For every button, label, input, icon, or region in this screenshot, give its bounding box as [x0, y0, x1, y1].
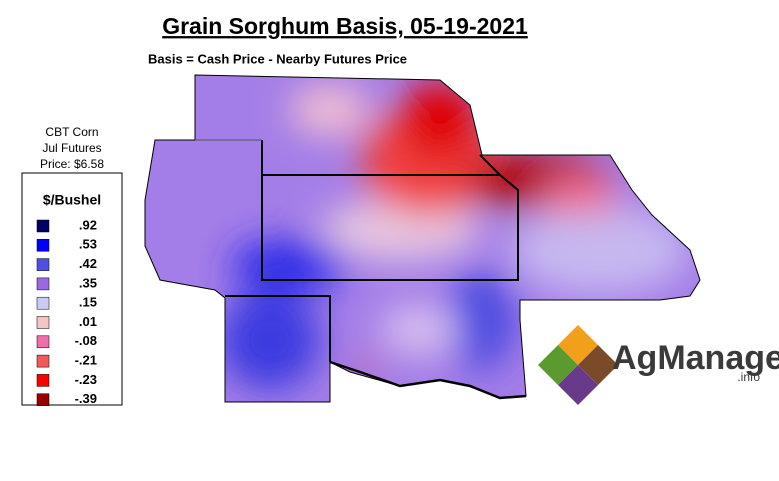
legend-label: .35 [79, 275, 97, 290]
legend-swatch [36, 335, 50, 349]
logo-suffix: .info [737, 370, 760, 384]
futures-line: Jul Futures [42, 141, 101, 155]
legend-swatch [36, 219, 50, 233]
legend-label: .53 [79, 237, 97, 252]
legend-label: .92 [79, 217, 97, 232]
legend-swatch [36, 374, 50, 387]
legend-label: -.23 [75, 372, 97, 387]
legend-label: -.08 [75, 333, 97, 348]
legend-swatch [36, 296, 50, 310]
legend-label: .01 [79, 314, 97, 329]
legend: .92 .53 .42 .35 .15 .01 -.08 -.21 -.23 -.39 [36, 217, 97, 406]
logo: AgManager .info [538, 325, 779, 405]
legend-label: -.39 [75, 391, 97, 406]
legend-swatch [36, 316, 50, 329]
legend-label: -.21 [75, 353, 97, 368]
legend-title: $/Bushel [43, 192, 101, 208]
legend-swatch [36, 277, 50, 291]
futures-note: CBT Corn Jul Futures Price: $6.58 [40, 125, 104, 171]
title: Grain Sorghum Basis, 05-19-2021 [162, 13, 528, 39]
legend-swatch [36, 354, 50, 368]
legend-swatch [36, 239, 50, 252]
legend-swatch [36, 393, 50, 406]
legend-label: .15 [79, 295, 97, 310]
boundaries [144, 74, 701, 403]
subtitle: Basis = Cash Price - Nearby Futures Pric… [148, 51, 407, 66]
legend-label: .42 [79, 256, 97, 271]
futures-line: CBT Corn [45, 125, 98, 139]
legend-swatch [36, 258, 50, 271]
logo-name: AgManager [612, 339, 779, 377]
futures-line: Price: $6.58 [40, 157, 104, 171]
